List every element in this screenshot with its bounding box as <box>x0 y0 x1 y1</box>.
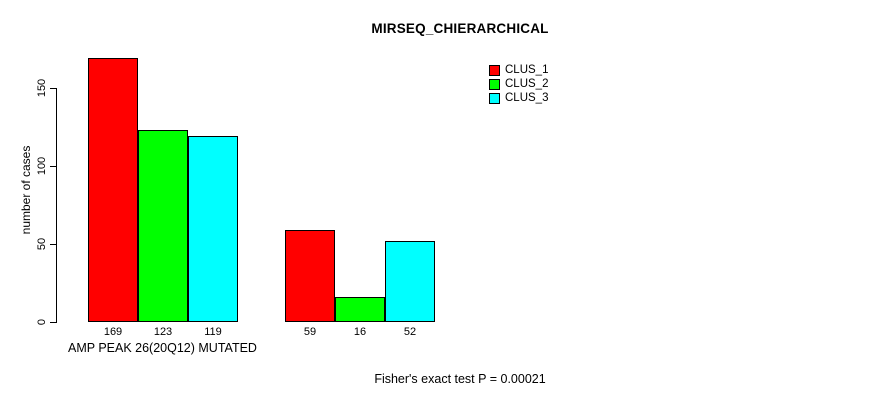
y-tick-label: 150 <box>36 78 48 98</box>
legend-label: CLUS_3 <box>505 92 549 104</box>
legend-swatch-clus_2 <box>489 78 500 90</box>
legend-item: CLUS_2 <box>489 77 548 91</box>
legend-item: CLUS_3 <box>489 91 548 105</box>
legend: CLUS_1 CLUS_2 CLUS_3 <box>489 63 548 105</box>
bar-value-label: 16 <box>353 326 367 338</box>
bar-clus_1-group-2 <box>285 230 335 322</box>
y-tick-label: 100 <box>36 156 48 176</box>
y-axis-label: number of cases <box>19 145 33 235</box>
y-tick-label: 0 <box>36 318 48 326</box>
chart-title: MIRSEQ_CHIERARCHICAL <box>371 21 549 36</box>
bar-value-label: 123 <box>153 326 173 338</box>
legend-swatch-clus_3 <box>489 92 500 104</box>
fisher-test-annotation: Fisher's exact test P = 0.00021 <box>374 372 546 386</box>
y-tick-mark <box>50 322 57 323</box>
legend-label: CLUS_1 <box>505 64 549 76</box>
legend-item: CLUS_1 <box>489 63 548 77</box>
bar-clus_1-group-1 <box>88 58 138 322</box>
bar-clus_2-group-2 <box>335 297 385 322</box>
y-axis-line <box>56 88 57 323</box>
y-tick-mark <box>50 88 57 89</box>
bar-clus_3-group-1 <box>188 136 238 322</box>
bar-value-label: 59 <box>303 326 317 338</box>
y-tick-mark <box>50 166 57 167</box>
bar-clus_2-group-1 <box>138 130 188 322</box>
legend-label: CLUS_2 <box>505 78 549 90</box>
y-tick-label: 50 <box>36 237 48 251</box>
legend-swatch-clus_1 <box>489 64 500 76</box>
x-axis-label: AMP PEAK 26(20Q12) MUTATED <box>68 341 257 355</box>
bar-value-label: 119 <box>204 326 222 338</box>
bar-clus_3-group-2 <box>385 241 435 322</box>
bar-value-label: 52 <box>403 326 417 338</box>
bar-value-label: 169 <box>103 326 123 338</box>
y-tick-mark <box>50 244 57 245</box>
